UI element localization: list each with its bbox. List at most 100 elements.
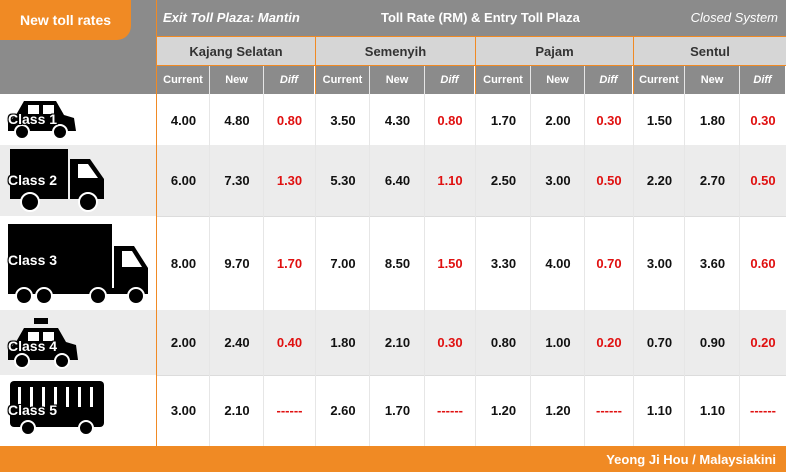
exit-plaza-label: Exit Toll Plaza: Mantin <box>163 10 300 25</box>
taxi-icon <box>4 316 80 370</box>
credit-text: Yeong Ji Hou / Malaysiakini <box>606 452 776 467</box>
plaza-header-pajam: Pajam <box>476 37 633 65</box>
rate-cell-current: 1.10 <box>646 403 673 418</box>
rate-cell-new: 8.50 <box>384 255 411 271</box>
grid-line <box>315 66 316 446</box>
rate-cell-new: 2.10 <box>224 403 250 418</box>
rate-cell-diff: 0.30 <box>596 112 622 128</box>
rate-cell-current: 3.00 <box>646 255 673 271</box>
rate-cell-new: 4.00 <box>545 255 571 271</box>
page-title: New toll rates <box>0 0 131 40</box>
footer-bar: Yeong Ji Hou / Malaysiakini <box>0 446 786 472</box>
grid-line <box>475 66 476 446</box>
rate-cell-new: 3.00 <box>545 173 571 188</box>
rate-cell-new: 2.70 <box>699 173 726 188</box>
grid-line <box>739 66 740 446</box>
rate-cell-new: 6.40 <box>384 173 411 188</box>
plaza-header-sentul: Sentul <box>634 37 786 65</box>
rate-cell-current: 0.70 <box>646 335 673 350</box>
rate-cell-diff: 0.50 <box>596 173 622 188</box>
rate-cell-new: 2.40 <box>224 335 250 350</box>
rate-cell-diff: ------ <box>596 403 622 418</box>
rate-cell-diff: 1.50 <box>437 255 463 271</box>
vehicle-class-label: Class 2 <box>8 172 58 188</box>
rate-cell-diff: 0.40 <box>276 335 303 350</box>
column-header-diff: Diff <box>740 66 785 94</box>
grid-line <box>475 36 476 94</box>
grid-line <box>156 0 157 446</box>
rate-cell-diff: 0.80 <box>276 112 303 128</box>
lorry-icon <box>6 222 152 306</box>
grid-line <box>209 66 210 446</box>
rate-cell-current: 8.00 <box>170 255 197 271</box>
table-row: Class 5 3.00 2.10 ------ 2.60 1.70 ------ 1.20 1… <box>0 375 786 446</box>
toll-rate-label: Toll Rate (RM) & Entry Toll Plaza <box>381 10 580 25</box>
grid-line <box>424 66 425 446</box>
rate-cell-diff: 1.30 <box>276 173 303 188</box>
rate-cell-new: 1.70 <box>384 403 411 418</box>
rate-cell-current: 2.00 <box>170 335 197 350</box>
grid-line <box>156 216 786 217</box>
column-header-new: New <box>685 66 739 94</box>
column-header-diff: Diff <box>425 66 474 94</box>
column-header-current: Current <box>157 66 209 94</box>
rate-cell-new: 7.30 <box>224 173 250 188</box>
rate-cell-new: 1.10 <box>699 403 726 418</box>
plaza-header-semenyih: Semenyih <box>316 37 475 65</box>
column-header-diff: Diff <box>264 66 314 94</box>
grid-line <box>156 65 786 66</box>
rate-cell-current: 6.00 <box>170 173 197 188</box>
rate-cell-new: 9.70 <box>224 255 250 271</box>
rate-cell-current: 0.80 <box>490 335 517 350</box>
rate-cell-current: 1.70 <box>490 112 517 128</box>
grid-line <box>315 36 316 94</box>
grid-line <box>633 66 634 446</box>
column-header-new: New <box>531 66 584 94</box>
rate-cell-current: 7.00 <box>330 255 356 271</box>
rate-cell-current: 1.50 <box>646 112 673 128</box>
column-header-current: Current <box>634 66 684 94</box>
rate-cell-diff: 0.70 <box>596 255 622 271</box>
car-icon <box>4 97 78 141</box>
grid-line <box>156 36 786 37</box>
grid-line <box>684 66 685 446</box>
table-row: Class 4 2.00 2.40 0.40 1.80 2.10 0.30 0.80 1.00 0… <box>0 310 786 375</box>
rate-cell-current: 3.50 <box>330 112 356 128</box>
system-label: Closed System <box>690 10 778 25</box>
rate-cell-new: 0.90 <box>699 335 726 350</box>
plaza-header-kajang-selatan: Kajang Selatan <box>157 37 315 65</box>
rate-cell-new: 2.00 <box>545 112 571 128</box>
grid-line <box>530 66 531 446</box>
rate-cell-diff: ------ <box>276 403 303 418</box>
vehicle-class-label: Class 1 <box>8 111 58 127</box>
rate-cell-current: 2.20 <box>646 173 673 188</box>
rate-cell-diff: 0.80 <box>437 112 463 128</box>
column-header-new: New <box>210 66 263 94</box>
rate-cell-diff: 0.30 <box>750 112 776 128</box>
rate-cell-current: 2.50 <box>490 173 517 188</box>
table-row: Class 2 6.00 7.30 1.30 5.30 6.40 1.10 2.50 3.00 0… <box>0 145 786 216</box>
vehicle-class-label: Class 4 <box>8 338 58 354</box>
column-header-current: Current <box>476 66 530 94</box>
rate-cell-new: 3.60 <box>699 255 726 271</box>
rate-cell-new: 1.80 <box>699 112 726 128</box>
rate-cell-new: 1.00 <box>545 335 571 350</box>
rate-cell-diff: 1.70 <box>276 255 303 271</box>
rate-cell-diff: 0.60 <box>750 255 776 271</box>
rate-cell-diff: 0.50 <box>750 173 776 188</box>
rate-cell-current: 2.60 <box>330 403 356 418</box>
rate-cell-new: 4.80 <box>224 112 250 128</box>
vehicle-class-label: Class 5 <box>8 402 58 418</box>
rate-cell-current: 3.30 <box>490 255 517 271</box>
rate-cell-current: 1.20 <box>490 403 517 418</box>
grid-line <box>156 375 786 376</box>
rate-cell-new: 1.20 <box>545 403 571 418</box>
rate-cell-diff: ------ <box>750 403 776 418</box>
rate-cell-current: 5.30 <box>330 173 356 188</box>
grid-line <box>584 66 585 446</box>
rate-cell-new: 2.10 <box>384 335 411 350</box>
column-header-new: New <box>370 66 424 94</box>
rate-cell-diff: 0.20 <box>596 335 622 350</box>
header-bar: Exit Toll Plaza: Mantin Toll Rate (RM) &… <box>157 0 786 36</box>
rate-cell-diff: 0.30 <box>437 335 463 350</box>
